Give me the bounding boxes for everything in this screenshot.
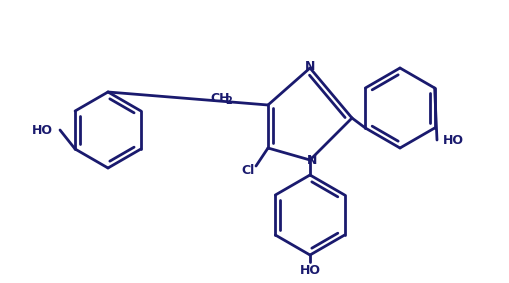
Text: 2: 2	[225, 96, 232, 106]
Text: HO: HO	[442, 134, 464, 147]
Text: N: N	[307, 155, 317, 168]
Text: HO: HO	[32, 123, 52, 136]
Text: N: N	[305, 61, 315, 74]
Text: HO: HO	[299, 263, 321, 276]
Text: CH: CH	[210, 91, 230, 104]
Text: Cl: Cl	[241, 164, 254, 177]
